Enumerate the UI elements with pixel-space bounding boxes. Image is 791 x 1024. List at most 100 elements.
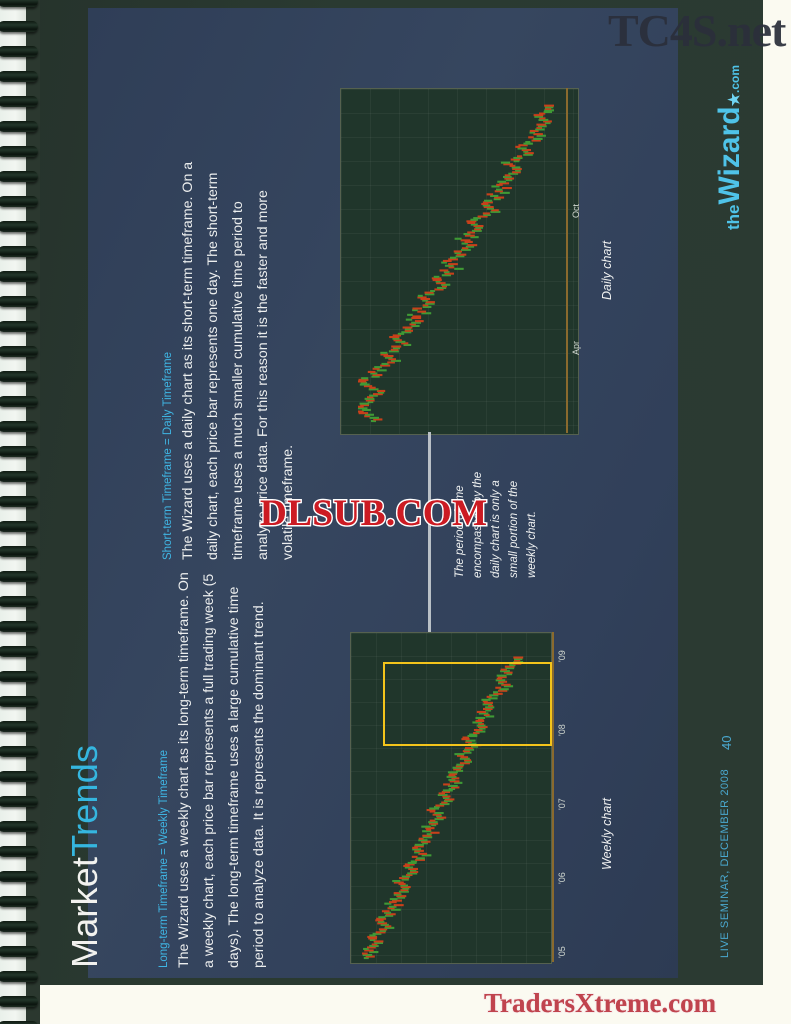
spiral-coil	[0, 346, 38, 357]
price-bar	[536, 134, 546, 137]
price-bar	[478, 722, 484, 725]
price-bar	[533, 133, 543, 136]
spiral-coil	[0, 146, 38, 157]
price-bar	[461, 248, 471, 251]
price-bar	[442, 789, 453, 792]
brand-logo: theWizard★.com	[713, 65, 747, 230]
price-bar	[446, 775, 457, 778]
price-bar	[510, 158, 521, 161]
price-bar	[468, 742, 477, 745]
price-bar	[496, 677, 503, 680]
price-bar	[464, 240, 473, 243]
price-bar	[470, 223, 478, 226]
star-icon: ★	[726, 92, 743, 107]
price-bar	[393, 904, 404, 907]
price-bar	[448, 263, 458, 266]
spiral-coil	[0, 0, 38, 7]
price-bar	[364, 949, 374, 952]
price-bar	[534, 115, 544, 118]
watermark-tradersxtreme: TradersXtreme.com TradersXtreme.com	[483, 987, 717, 1019]
price-bar	[500, 161, 511, 164]
page-bottom-margin	[0, 985, 791, 1024]
price-bar	[418, 839, 428, 842]
weekly-chart[interactable]	[350, 632, 552, 964]
spiral-coil	[0, 246, 38, 257]
price-bar	[441, 261, 447, 264]
price-bar	[422, 304, 429, 307]
price-bar	[517, 147, 527, 150]
price-bar	[436, 282, 446, 285]
price-bar	[365, 399, 375, 402]
price-bar	[373, 393, 383, 396]
spiral-coil	[0, 121, 38, 132]
watermark-tx-fill: TradersXtreme.com	[484, 988, 717, 1018]
annotation-line-3: daily chart is only a	[490, 480, 502, 578]
price-bar	[367, 401, 374, 404]
price-bar	[455, 255, 465, 258]
price-bar	[396, 895, 407, 898]
long-term-heading: Long-term Timeframe = Weekly Timeframe	[158, 749, 170, 968]
price-bar	[434, 288, 444, 291]
price-bar	[369, 951, 379, 954]
price-bar	[483, 701, 493, 704]
spiral-coil	[0, 396, 38, 407]
price-bar	[545, 107, 552, 110]
price-bar	[482, 703, 493, 706]
price-bar	[363, 957, 369, 960]
spiral-coil	[0, 21, 38, 32]
price-bar	[417, 310, 427, 313]
price-bar	[404, 328, 412, 331]
spiral-coil	[0, 271, 38, 282]
price-bar	[485, 715, 495, 718]
price-bar	[407, 313, 413, 316]
price-bar	[377, 391, 385, 394]
price-bar	[493, 691, 499, 694]
price-bar	[544, 109, 554, 112]
brand-the: the	[724, 204, 743, 231]
price-bar	[477, 726, 488, 729]
price-bar	[367, 396, 374, 399]
price-bar	[496, 183, 503, 186]
price-bar	[365, 955, 375, 958]
price-bar	[362, 954, 373, 957]
price-bar	[414, 851, 420, 854]
short-term-heading: Short-term Timeframe = Daily Timeframe	[162, 351, 174, 560]
spiral-coil	[0, 196, 38, 207]
price-bar	[543, 120, 552, 123]
price-bar	[450, 256, 457, 259]
price-bar	[380, 351, 388, 354]
price-bar	[375, 931, 386, 934]
spiral-coil	[0, 471, 38, 482]
price-bar	[393, 881, 404, 884]
price-bar	[496, 674, 507, 677]
price-bar	[473, 225, 484, 228]
price-bar	[358, 407, 368, 410]
price-bar	[513, 156, 523, 159]
price-bar	[422, 834, 432, 837]
price-bar	[491, 185, 500, 188]
price-bar	[451, 777, 460, 780]
price-bar	[364, 397, 375, 400]
price-bar	[464, 748, 475, 751]
price-bar	[392, 899, 402, 902]
price-bar	[545, 122, 551, 125]
spiral-coil	[0, 171, 38, 182]
price-bar	[439, 803, 450, 806]
price-bar	[461, 242, 468, 245]
daily-chart[interactable]	[340, 88, 579, 435]
spiral-coil	[0, 571, 38, 582]
price-bar	[361, 377, 369, 380]
price-bar	[515, 169, 521, 172]
price-bar	[531, 139, 541, 142]
price-bar	[536, 126, 542, 129]
price-bar	[387, 361, 395, 364]
daily-chart-gridlines	[341, 89, 578, 434]
price-bar	[461, 247, 469, 250]
price-bar	[412, 846, 418, 849]
price-bar	[529, 129, 539, 132]
price-bar	[436, 815, 442, 818]
price-bar	[469, 733, 478, 736]
price-bar	[412, 307, 422, 310]
price-bar	[400, 886, 411, 889]
spiral-coil	[0, 296, 38, 307]
